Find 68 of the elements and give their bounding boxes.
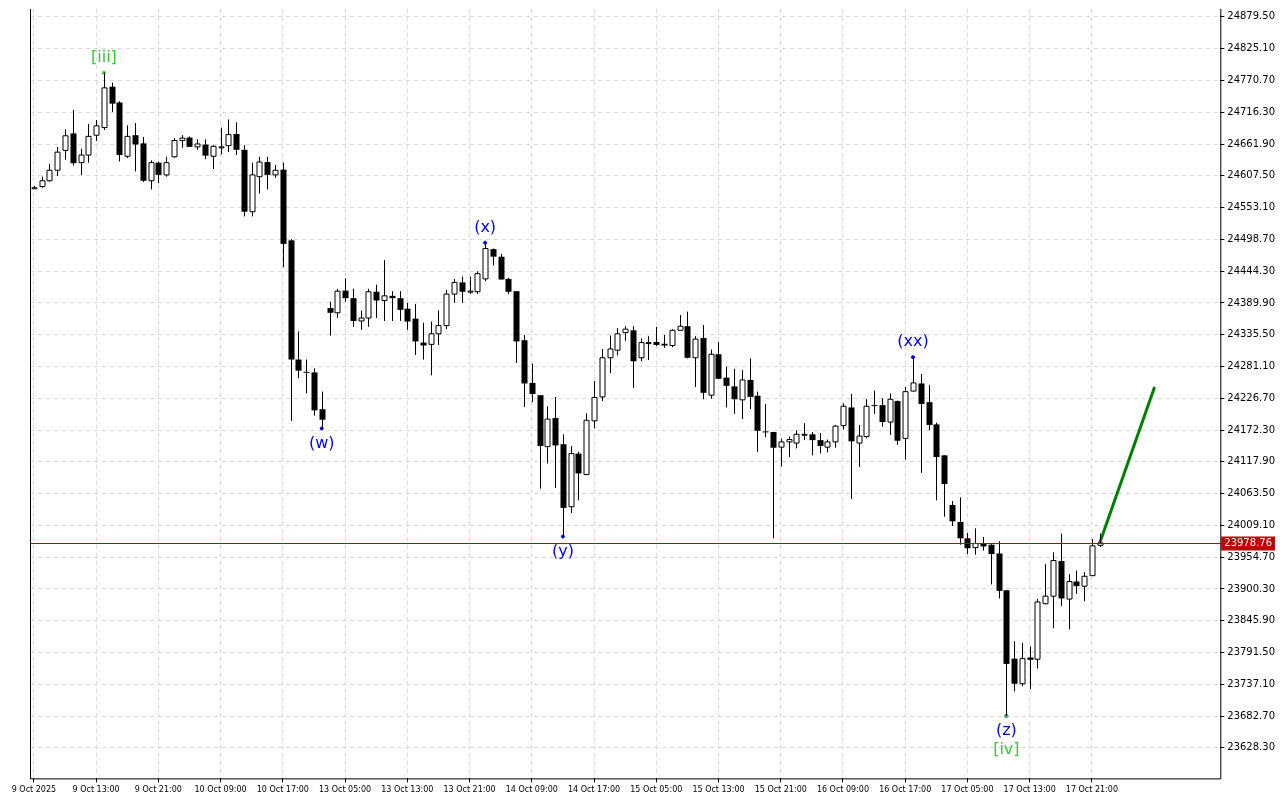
x-tick-label: 9 Oct 21:00	[134, 785, 182, 795]
candlestick	[319, 391, 326, 429]
y-tick-label: 23900.30	[1227, 582, 1275, 594]
candlestick	[342, 277, 349, 303]
candlestick	[809, 431, 816, 456]
candlestick	[412, 303, 419, 356]
x-tick-label: 16 Oct 17:00	[879, 785, 932, 795]
y-tick-label: 23737.10	[1227, 677, 1275, 689]
candlestick	[918, 373, 925, 474]
y-tick-label: 23954.70	[1227, 550, 1275, 562]
candlestick	[723, 366, 730, 408]
candlestick	[653, 326, 660, 347]
candlestick	[529, 363, 536, 403]
x-tick-label: 17 Oct 05:00	[941, 785, 994, 795]
x-tick-label: 17 Oct 13:00	[1003, 785, 1056, 795]
x-tick-label: 10 Oct 17:00	[256, 785, 309, 795]
data-label: (xx)	[897, 331, 929, 351]
candlestick	[498, 253, 505, 280]
candlestick	[988, 543, 995, 585]
candlestick	[949, 500, 956, 527]
x-tick-label: 13 Oct 05:00	[319, 785, 372, 795]
x-tick-label: 10 Oct 09:00	[194, 785, 247, 795]
x-tick-label: 14 Oct 09:00	[505, 785, 558, 795]
y-tick-label: 24281.10	[1227, 360, 1275, 372]
y-tick-label: 23628.30	[1227, 741, 1275, 753]
y-tick-label: 24226.70	[1227, 391, 1275, 403]
y-tick-label: 24389.90	[1227, 296, 1275, 308]
x-tick-label: 9 Oct 13:00	[72, 785, 120, 795]
x-tick-label: 15 Oct 13:00	[692, 785, 745, 795]
x-tick-label: 13 Oct 13:00	[381, 785, 434, 795]
data-label: (w)	[308, 432, 335, 452]
x-tick-label: 14 Oct 17:00	[567, 785, 621, 795]
y-tick-label: 24009.10	[1227, 518, 1275, 530]
x-tick-label: 16 Oct 09:00	[816, 785, 870, 795]
y-tick-label: 24063.50	[1227, 487, 1275, 499]
y-tick-label: 24661.90	[1227, 137, 1275, 149]
data-label: [iii]	[90, 46, 117, 66]
x-tick-label: 17 Oct 21:00	[1065, 785, 1118, 795]
y-tick-label: 24553.10	[1227, 201, 1275, 213]
candlestick	[303, 359, 310, 394]
candlestick	[871, 389, 878, 415]
y-tick-label: 24117.90	[1227, 455, 1275, 467]
y-tick-label: 24607.50	[1227, 169, 1275, 181]
y-tick-label: 23845.90	[1227, 614, 1275, 626]
candlestick	[957, 496, 964, 546]
y-tick-label: 24716.30	[1227, 105, 1275, 117]
x-tick-label: 13 Oct 21:00	[443, 785, 496, 795]
candlestick	[762, 403, 769, 438]
x-tick-label: 15 Oct 21:00	[754, 785, 807, 795]
data-label: (z)	[995, 720, 1017, 740]
y-tick-label: 24335.50	[1227, 328, 1275, 340]
y-tick-label: 24879.50	[1227, 10, 1275, 22]
data-label: [iv]	[993, 739, 1020, 759]
candlestick	[132, 122, 139, 172]
ref-line-label: 23978.76	[1224, 537, 1272, 549]
y-tick-label: 23682.70	[1227, 709, 1275, 721]
candlestick	[233, 121, 240, 156]
data-label: (x)	[474, 216, 497, 236]
y-tick-label: 24498.70	[1227, 232, 1275, 244]
x-tick-label: 9 Oct 2025	[11, 785, 57, 795]
x-tick-label: 15 Oct 05:00	[630, 785, 683, 795]
y-tick-label: 24825.10	[1227, 42, 1275, 54]
y-tick-label: 24770.70	[1227, 74, 1275, 86]
candlestick	[295, 330, 302, 379]
y-tick-label: 24172.30	[1227, 423, 1275, 435]
y-tick-label: 24444.30	[1227, 264, 1275, 276]
y-tick-label: 23791.50	[1227, 646, 1275, 658]
data-label: (y)	[551, 540, 574, 560]
